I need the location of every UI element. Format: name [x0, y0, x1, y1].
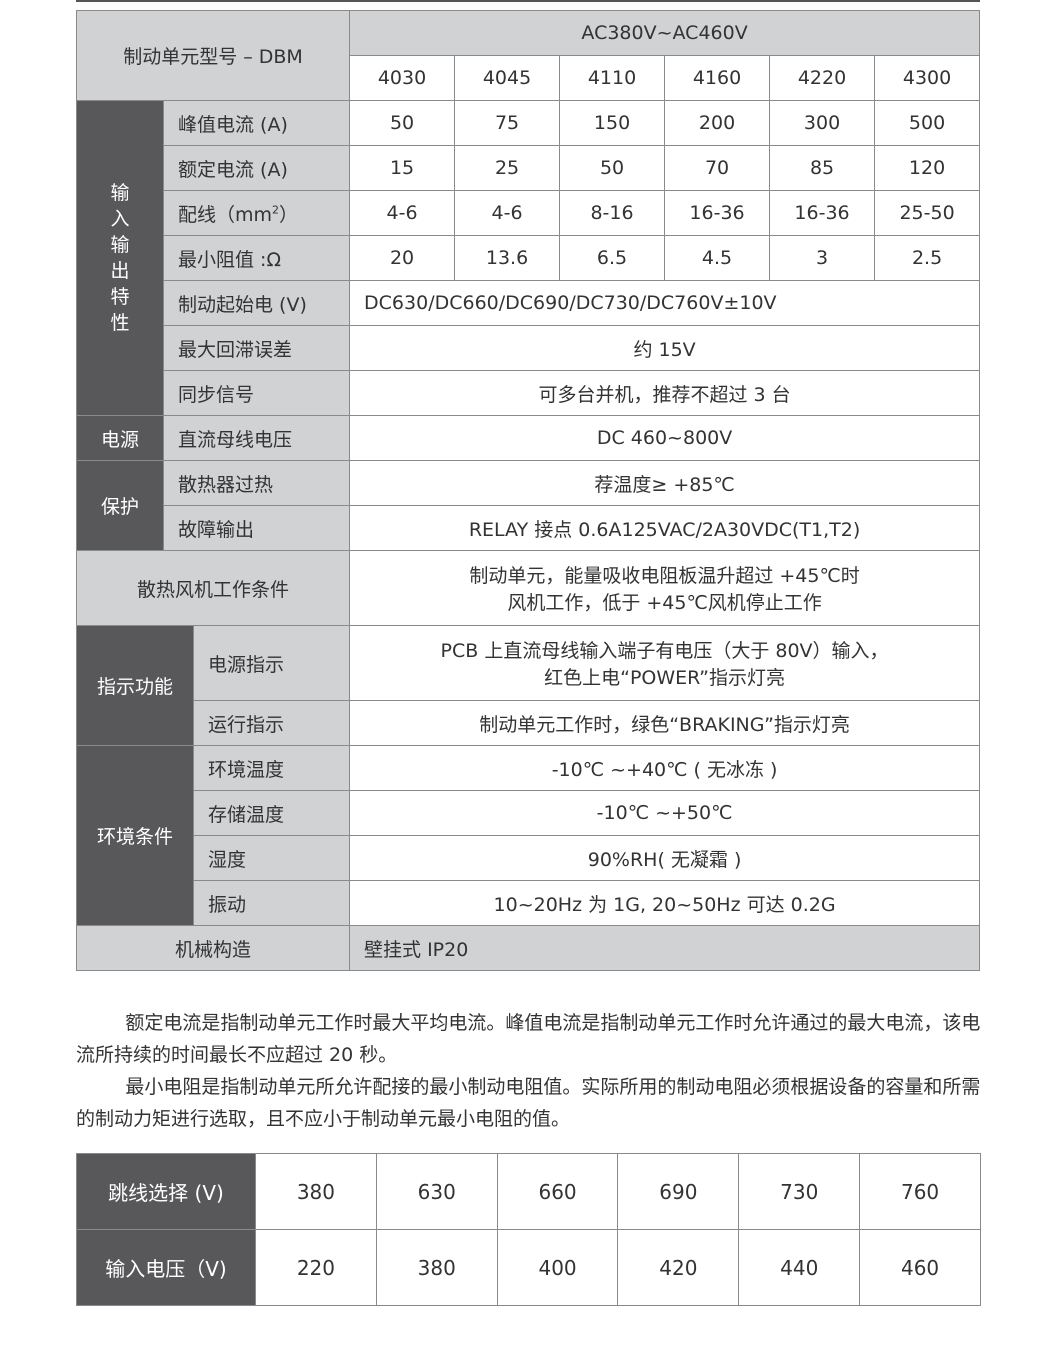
cell: 420: [617, 1229, 740, 1306]
cell: 20: [349, 235, 456, 281]
jumper-table: 跳线选择 (V) 380 630 660 690 730 760 输入电压（V)…: [76, 1153, 981, 1306]
cell: 10~20Hz 为 1G, 20~50Hz 可达 0.2G: [349, 880, 981, 926]
indicator-group: 指示功能: [76, 625, 194, 746]
cell: 380: [375, 1229, 498, 1306]
cell: 4-6: [349, 190, 456, 236]
cell: 460: [859, 1229, 981, 1306]
cell: 8-16: [559, 190, 666, 236]
cell: 可多台并机，推荐不超过 3 台: [349, 370, 981, 416]
row-label: 最小阻值 :Ω: [162, 235, 351, 281]
cell: 25: [454, 145, 561, 191]
cell: 25-50: [874, 190, 981, 236]
row-label: 运行指示: [192, 700, 351, 746]
row-label: 直流母线电压: [162, 415, 351, 461]
row-label: 存储温度: [192, 790, 351, 836]
cell: 630: [375, 1153, 498, 1230]
cell: 制动单元工作时，绿色“BRAKING”指示灯亮: [349, 700, 981, 746]
cell: 380: [255, 1153, 377, 1230]
cell: 500: [874, 100, 981, 146]
cell: 3: [769, 235, 876, 281]
cell: RELAY 接点 0.6A125VAC/2A30VDC(T1,T2): [349, 505, 981, 551]
protect-group: 保护: [76, 460, 164, 551]
io-group: 输入输出特性: [76, 100, 164, 416]
cell: 16-36: [769, 190, 876, 236]
cell: 壁挂式 IP20: [349, 925, 981, 971]
cell: 约 15V: [349, 325, 981, 371]
row-label: 散热器过热: [162, 460, 351, 506]
power-group: 电源: [76, 415, 164, 461]
cell: 4-6: [454, 190, 561, 236]
row-label: 制动起始电 (V): [162, 280, 351, 326]
cell: 75: [454, 100, 561, 146]
model-label: 制动单元型号 – DBM: [75, 10, 351, 101]
cell: 300: [769, 100, 876, 146]
row-label: 电源指示: [192, 625, 351, 701]
cell: 400: [496, 1229, 619, 1306]
cell: 150: [559, 100, 666, 146]
cell: 6.5: [559, 235, 666, 281]
notes: 额定电流是指制动单元工作时最大平均电流。峰值电流是指制动单元工作时允许通过的最大…: [76, 1007, 982, 1135]
row-label: 振动: [192, 880, 351, 926]
note-paragraph: 最小电阻是指制动单元所允许配接的最小制动电阻值。实际所用的制动电阻必须根据设备的…: [76, 1076, 981, 1130]
cell: 200: [664, 100, 771, 146]
note-paragraph: 额定电流是指制动单元工作时最大平均电流。峰值电流是指制动单元工作时允许通过的最大…: [76, 1012, 981, 1066]
cell: 220: [255, 1229, 377, 1306]
cell: 4.5: [664, 235, 771, 281]
row-label: 同步信号: [162, 370, 351, 416]
cell: DC630/DC660/DC690/DC730/DC760V±10V: [349, 280, 981, 326]
cell: 70: [664, 145, 771, 191]
cell: -10℃ ~+40℃ ( 无冰冻 ): [349, 745, 981, 791]
cell: 荐温度≥ +85℃: [349, 460, 981, 506]
model-cell: 4300: [874, 55, 981, 101]
row-label: 最大回滞误差: [162, 325, 351, 371]
cell: 50: [349, 100, 456, 146]
cell: 13.6: [454, 235, 561, 281]
cell: 760: [859, 1153, 981, 1230]
model-cell: 4110: [559, 55, 666, 101]
spec-table: 制动单元型号 – DBM AC380V~AC460V 4030 4045 411…: [75, 10, 981, 971]
voltage-range: AC380V~AC460V: [349, 10, 981, 56]
row-label: 峰值电流 (A): [162, 100, 351, 146]
cell: 90%RH( 无凝霜 ): [349, 835, 981, 881]
cell: 50: [559, 145, 666, 191]
cell: -10℃ ~+50℃: [349, 790, 981, 836]
cell: PCB 上直流母线输入端子有电压（大于 80V）输入， 红色上电“POWER”指示…: [349, 625, 981, 701]
row-label: 故障输出: [162, 505, 351, 551]
row-label: 额定电流 (A): [162, 145, 351, 191]
env-group: 环境条件: [76, 745, 194, 926]
row-label: 输入电压（V): [76, 1229, 256, 1306]
cell: 120: [874, 145, 981, 191]
cell: 660: [496, 1153, 619, 1230]
mechanical-label: 机械构造: [75, 925, 351, 971]
row-label: 湿度: [192, 835, 351, 881]
cell: 690: [617, 1153, 740, 1230]
model-cell: 4220: [769, 55, 876, 101]
cell: 85: [769, 145, 876, 191]
fan-label: 散热风机工作条件: [75, 550, 351, 626]
top-rule: [76, 0, 980, 2]
cell: 制动单元，能量吸收电阻板温升超过 +45℃时 风机工作，低于 +45℃风机停止工作: [349, 550, 981, 626]
cell: 730: [738, 1153, 861, 1230]
row-label: 环境温度: [192, 745, 351, 791]
model-cell: 4160: [664, 55, 771, 101]
model-cell: 4030: [349, 55, 456, 101]
cell: 16-36: [664, 190, 771, 236]
cell: 2.5: [874, 235, 981, 281]
row-label: 跳线选择 (V): [76, 1153, 256, 1230]
cell: 15: [349, 145, 456, 191]
cell: 440: [738, 1229, 861, 1306]
cell: DC 460~800V: [349, 415, 981, 461]
row-label: 配线（mm2）: [162, 190, 351, 236]
model-cell: 4045: [454, 55, 561, 101]
